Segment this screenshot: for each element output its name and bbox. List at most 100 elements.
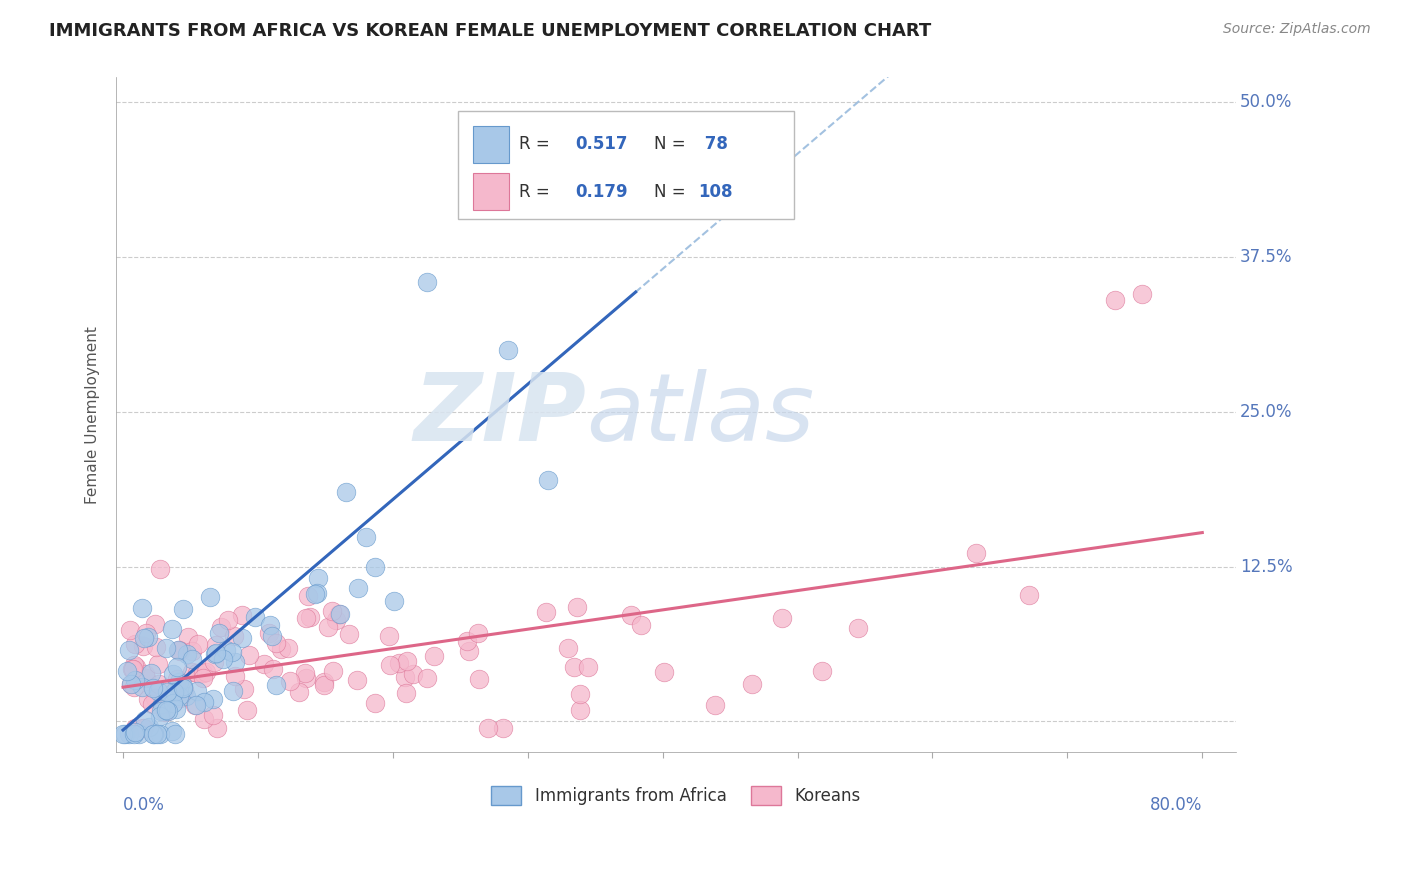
Point bbox=[347, 581, 370, 595]
Point bbox=[155, 703, 177, 717]
Point bbox=[388, 656, 411, 670]
Point bbox=[120, 677, 142, 691]
FancyBboxPatch shape bbox=[474, 173, 509, 210]
Point bbox=[131, 721, 153, 735]
Point bbox=[328, 607, 350, 622]
Text: R =: R = bbox=[519, 136, 555, 153]
Point bbox=[186, 666, 208, 681]
Point bbox=[201, 707, 224, 722]
Point bbox=[378, 658, 401, 673]
Point bbox=[176, 647, 198, 661]
Text: 12.5%: 12.5% bbox=[1240, 558, 1292, 575]
Point bbox=[122, 658, 145, 673]
Point bbox=[294, 666, 316, 681]
Point bbox=[297, 589, 319, 603]
Point bbox=[846, 621, 869, 635]
Point bbox=[204, 648, 226, 662]
Point bbox=[166, 672, 188, 686]
Point bbox=[163, 685, 186, 699]
Point bbox=[142, 727, 165, 741]
Point bbox=[166, 643, 188, 657]
Point bbox=[1104, 293, 1126, 308]
Point bbox=[537, 473, 560, 487]
Point bbox=[142, 727, 165, 741]
Point bbox=[253, 657, 276, 672]
Point bbox=[382, 594, 405, 608]
Point bbox=[233, 681, 256, 696]
Point bbox=[262, 629, 284, 643]
Point bbox=[149, 727, 172, 741]
Text: 78: 78 bbox=[699, 136, 727, 153]
FancyBboxPatch shape bbox=[474, 126, 509, 162]
Point bbox=[264, 678, 287, 692]
Point bbox=[117, 727, 139, 741]
Point bbox=[568, 688, 591, 702]
Point bbox=[295, 671, 318, 685]
Point bbox=[208, 625, 231, 640]
Point bbox=[215, 643, 238, 657]
FancyBboxPatch shape bbox=[458, 112, 794, 219]
Point bbox=[162, 696, 184, 710]
Point bbox=[162, 666, 184, 681]
Point bbox=[193, 671, 215, 685]
Point bbox=[131, 640, 153, 654]
Text: 0.517: 0.517 bbox=[575, 136, 628, 153]
Point bbox=[121, 662, 143, 676]
Point bbox=[169, 643, 191, 657]
Point bbox=[354, 529, 377, 543]
Point bbox=[741, 677, 763, 691]
Point bbox=[557, 641, 579, 656]
Text: N =: N = bbox=[654, 136, 690, 153]
Point bbox=[620, 608, 643, 623]
Point bbox=[143, 617, 166, 632]
Point bbox=[222, 630, 245, 644]
Point bbox=[165, 702, 187, 716]
Point bbox=[346, 673, 368, 687]
Point bbox=[122, 680, 145, 694]
Point bbox=[567, 599, 589, 614]
Point bbox=[134, 713, 156, 727]
Point bbox=[169, 691, 191, 706]
Point bbox=[117, 665, 139, 679]
Point bbox=[477, 721, 499, 735]
Point bbox=[141, 698, 163, 712]
Point bbox=[167, 643, 190, 657]
Point bbox=[139, 666, 162, 681]
Point bbox=[149, 709, 172, 723]
Text: 50.0%: 50.0% bbox=[1240, 93, 1292, 112]
Point bbox=[536, 606, 558, 620]
Point bbox=[457, 643, 479, 657]
Point bbox=[135, 671, 157, 685]
Point bbox=[378, 630, 401, 644]
Point bbox=[270, 642, 292, 657]
Point bbox=[316, 620, 339, 634]
Point bbox=[183, 698, 205, 712]
Point bbox=[172, 602, 194, 616]
Point bbox=[153, 705, 176, 719]
Text: 37.5%: 37.5% bbox=[1240, 248, 1292, 266]
Point bbox=[202, 655, 225, 669]
Point bbox=[150, 697, 173, 711]
Point bbox=[118, 643, 141, 657]
Point bbox=[364, 696, 387, 710]
Point bbox=[337, 627, 360, 641]
Point bbox=[184, 698, 207, 713]
Point bbox=[134, 667, 156, 681]
Point bbox=[576, 660, 599, 674]
Point bbox=[146, 727, 169, 741]
Point bbox=[131, 601, 153, 615]
Point bbox=[325, 613, 347, 627]
Point bbox=[166, 659, 188, 673]
Point bbox=[193, 712, 215, 726]
Text: 25.0%: 25.0% bbox=[1240, 403, 1292, 421]
Point bbox=[523, 169, 546, 184]
Point bbox=[167, 689, 190, 703]
Point bbox=[1018, 588, 1040, 602]
Point bbox=[496, 343, 519, 357]
Point bbox=[124, 727, 146, 741]
Point bbox=[174, 689, 197, 703]
Point bbox=[312, 675, 335, 690]
Point bbox=[278, 674, 301, 689]
Point bbox=[172, 679, 194, 693]
Point bbox=[177, 630, 200, 644]
